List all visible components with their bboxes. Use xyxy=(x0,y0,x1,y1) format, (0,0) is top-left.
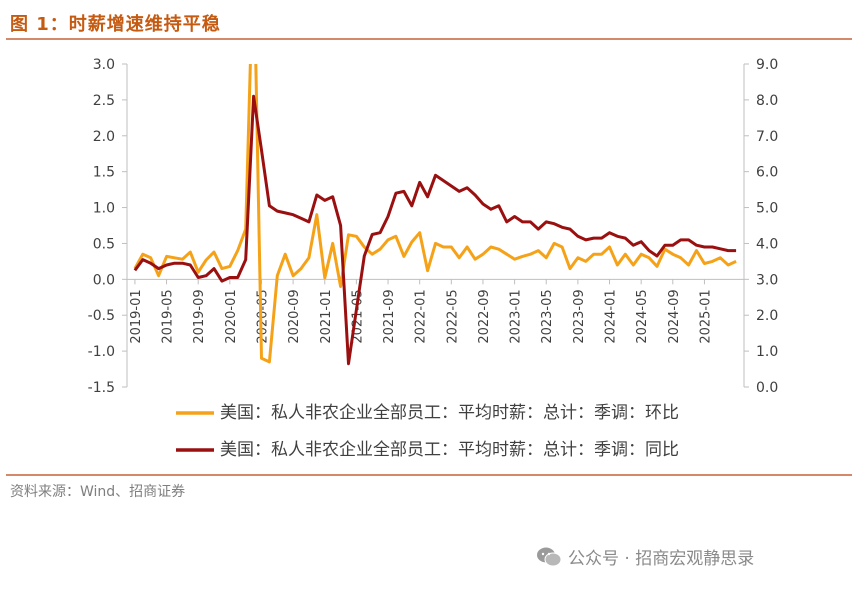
title-rule xyxy=(6,38,852,40)
chart-series xyxy=(133,64,737,366)
x-tick-label: 2025-01 xyxy=(698,289,713,343)
right-tick-label: 5.0 xyxy=(756,201,778,217)
chart-axes: 3.0 2.5 2.0 1.5 1.0 0.5 0.0 -0.5 -1.0 -1.5 9.0 8.0 7… xyxy=(88,57,779,396)
legend-label: 美国：私人非农企业全部员工：平均时薪：总计：季调：同比 xyxy=(220,440,679,460)
right-tick-label: 0.0 xyxy=(756,380,778,396)
watermark: 公众号 · 招商宏观静思录 xyxy=(536,544,754,569)
x-tick-label: 2019-01 xyxy=(129,289,144,343)
chart-legend: 美国：私人非农企业全部员工：平均时薪：总计：季调：环比美国：私人非农企业全部员工… xyxy=(176,403,679,460)
watermark-text: 公众号 · 招商宏观静思录 xyxy=(568,549,755,569)
legend-label: 美国：私人非农企业全部员工：平均时薪：总计：季调：环比 xyxy=(220,403,679,423)
yoy-series-line xyxy=(133,94,737,366)
x-tick-label: 2024-01 xyxy=(604,289,619,343)
right-tick-label: 2.0 xyxy=(756,308,778,324)
wechat-icon xyxy=(537,547,562,566)
x-tick-label: 2023-09 xyxy=(572,289,587,343)
chart: 3.0 2.5 2.0 1.5 1.0 0.5 0.0 -0.5 -1.0 -1.5 9.0 8.0 7… xyxy=(88,57,779,460)
left-tick-label: -1.0 xyxy=(88,344,115,360)
source-rule xyxy=(6,474,852,476)
x-tick-label: 2024-05 xyxy=(635,289,650,343)
x-tick-label: 2020-05 xyxy=(255,289,270,343)
right-tick-label: 6.0 xyxy=(756,165,778,181)
left-tick-label: -0.5 xyxy=(88,308,115,324)
x-tick-label: 2022-05 xyxy=(445,289,460,343)
right-tick-label: 3.0 xyxy=(756,272,778,288)
right-tick-label: 7.0 xyxy=(756,129,778,145)
mom-series-line xyxy=(133,64,737,364)
source-note: 资料来源：Wind、招商证券 xyxy=(10,484,186,500)
left-tick-label: 1.5 xyxy=(93,165,115,181)
x-tick-label: 2020-01 xyxy=(224,289,239,343)
right-tick-label: 1.0 xyxy=(756,344,778,360)
left-tick-label: 0.0 xyxy=(93,272,115,288)
left-tick-label: 0.5 xyxy=(93,236,115,252)
right-tick-label: 8.0 xyxy=(756,93,778,109)
left-tick-label: 1.0 xyxy=(93,201,115,217)
x-tick-label: 2019-05 xyxy=(161,289,176,343)
x-tick-label: 2023-01 xyxy=(509,289,524,343)
x-tick-label: 2021-09 xyxy=(382,289,397,343)
x-tick-label: 2024-09 xyxy=(667,289,682,343)
x-tick-label: 2022-09 xyxy=(477,289,492,343)
figure-title: 图 1：时薪增速维持平稳 xyxy=(10,14,221,35)
x-tick-label: 2021-01 xyxy=(319,289,334,343)
right-tick-label: 4.0 xyxy=(756,236,778,252)
left-tick-label: 3.0 xyxy=(93,57,115,73)
x-tick-label: 2019-09 xyxy=(192,289,207,343)
x-tick-label: 2020-09 xyxy=(287,289,302,343)
left-tick-label: -1.5 xyxy=(88,380,115,396)
left-tick-label: 2.5 xyxy=(93,93,115,109)
x-tick-label: 2022-01 xyxy=(414,289,429,343)
left-tick-label: 2.0 xyxy=(93,129,115,145)
right-tick-label: 9.0 xyxy=(756,57,778,73)
x-tick-label: 2023-05 xyxy=(540,289,555,343)
